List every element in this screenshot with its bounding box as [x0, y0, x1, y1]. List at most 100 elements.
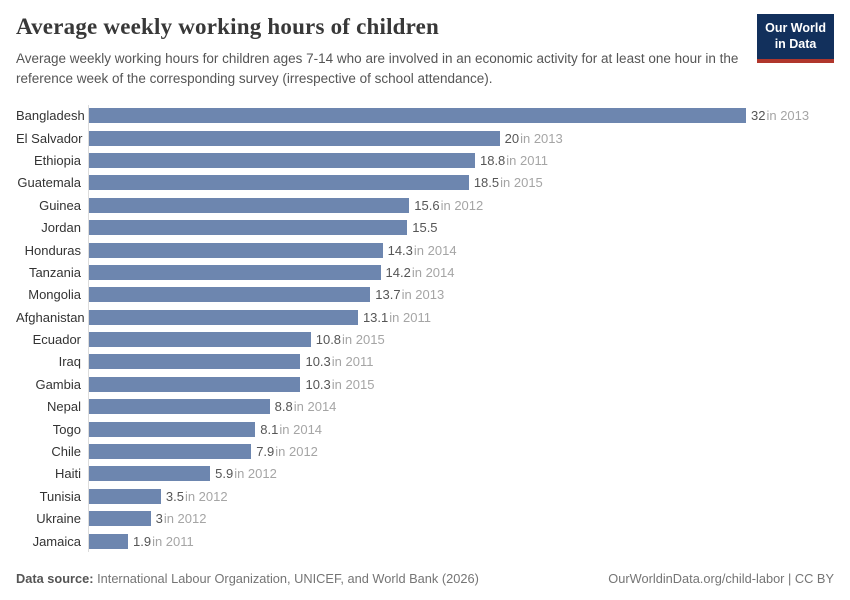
plot-area: 8.1in 2014 [88, 417, 834, 441]
bar-row: Tanzania 14.2in 2014 [16, 261, 834, 284]
year-label: in 2015 [342, 332, 385, 348]
year-label: in 2014 [293, 399, 337, 415]
plot-area: 32in 2013 [88, 104, 834, 127]
plot-area: 20in 2013 [88, 126, 834, 150]
bar[interactable] [89, 488, 161, 504]
bar[interactable] [89, 533, 128, 549]
bar-row: Honduras 14.3in 2014 [16, 238, 834, 262]
bar[interactable] [89, 264, 381, 280]
bar-row: Guinea 15.6in 2012 [16, 194, 834, 217]
bar-row: Iraq 10.3in 2011 [16, 350, 834, 374]
value-label: 1.9in 2011 [133, 533, 194, 549]
owid-link[interactable]: OurWorldinData.org/child-labor | CC BY [608, 571, 834, 586]
value-label: 8.8in 2014 [274, 399, 337, 415]
country-label: Nepal [47, 399, 81, 415]
country-label: Bangladesh [16, 108, 85, 124]
owid-logo[interactable]: Our World in Data [757, 14, 834, 63]
year-label: in 2013 [401, 287, 445, 303]
value-label: 10.3in 2011 [305, 354, 374, 370]
value-label: 7.9in 2012 [256, 444, 318, 460]
chart-header: Average weekly working hours of children… [0, 0, 850, 90]
value-label: 14.2in 2014 [385, 264, 455, 280]
country-label: Honduras [24, 242, 81, 258]
bar-row: Ecuador 10.8in 2015 [16, 328, 834, 351]
chart-footer: Data source: International Labour Organi… [16, 571, 834, 586]
header-text: Average weekly working hours of children… [16, 14, 757, 90]
country-label: Guatemala [17, 175, 81, 191]
value-label: 5.9in 2012 [215, 466, 277, 482]
bar-row: Tunisia 3.5in 2012 [16, 485, 834, 508]
bar-row: El Salvador 20in 2013 [16, 126, 834, 150]
bar[interactable] [89, 309, 358, 325]
country-label: Guinea [39, 197, 81, 213]
value-label: 10.3in 2015 [305, 376, 375, 392]
country-label: El Salvador [16, 130, 83, 146]
country-label: Tanzania [28, 264, 81, 280]
value-label: 10.8in 2015 [315, 332, 385, 348]
bar[interactable] [89, 108, 746, 124]
page-title: Average weekly working hours of children [16, 14, 440, 39]
bar[interactable] [89, 354, 301, 370]
bar[interactable] [89, 152, 475, 168]
bar-row: Jordan 15.5 [16, 216, 834, 239]
value-label: 14.3in 2014 [387, 242, 457, 258]
plot-area: 18.8in 2011 [88, 149, 834, 172]
bar[interactable] [89, 242, 383, 258]
year-label: in 2014 [411, 264, 455, 280]
bar[interactable] [89, 220, 408, 236]
plot-area: 13.1in 2011 [88, 306, 834, 329]
country-label: Togo [52, 421, 81, 437]
bar-row: Jamaica 1.9in 2011 [16, 529, 834, 553]
plot-area: 7.9in 2012 [88, 440, 834, 463]
chart-subtitle: Average weekly working hours for childre… [16, 51, 739, 87]
bar[interactable] [89, 444, 252, 460]
owid-logo-line2: in Data [774, 37, 817, 52]
bar[interactable] [89, 466, 211, 482]
plot-area: 10.3in 2015 [88, 373, 834, 396]
country-label: Ecuador [32, 332, 81, 348]
plot-area: 10.3in 2011 [88, 350, 834, 374]
plot-area: 14.2in 2014 [88, 261, 834, 284]
data-source-note: Data source: International Labour Organi… [16, 571, 479, 586]
bar[interactable] [89, 399, 270, 415]
plot-area: 10.8in 2015 [88, 328, 834, 351]
bar[interactable] [89, 332, 311, 348]
year-label: in 2013 [520, 130, 563, 146]
year-label: in 2015 [331, 376, 375, 392]
plot-area: 1.9in 2011 [88, 529, 834, 553]
value-label: 8.1in 2014 [260, 421, 323, 437]
country-label: Iraq [58, 354, 81, 370]
year-label: in 2014 [279, 421, 323, 437]
year-label: in 2012 [440, 197, 484, 213]
value-label: 15.5 [412, 220, 438, 236]
bar-row: Afghanistan 13.1in 2011 [16, 306, 834, 329]
year-label: in 2014 [413, 242, 457, 258]
value-label: 13.7in 2013 [375, 287, 445, 303]
value-label: 18.8in 2011 [479, 152, 548, 168]
plot-area: 3.5in 2012 [88, 485, 834, 508]
value-label: 3in 2012 [155, 511, 207, 527]
plot-area: 15.5 [88, 216, 834, 239]
bar[interactable] [89, 130, 500, 146]
bar[interactable] [89, 376, 301, 392]
bar-row: Bangladesh 32in 2013 [16, 104, 834, 127]
bar[interactable] [89, 421, 256, 437]
bar[interactable] [89, 197, 410, 213]
bar[interactable] [89, 175, 469, 191]
value-label: 15.6in 2012 [414, 197, 484, 213]
value-label: 3.5in 2012 [165, 488, 228, 504]
bar-row: Haiti 5.9in 2012 [16, 462, 834, 486]
bar[interactable] [89, 511, 151, 527]
country-label: Jamaica [32, 533, 81, 549]
year-label: in 2012 [163, 511, 207, 527]
bar[interactable] [89, 287, 371, 303]
bar-row: Nepal 8.8in 2014 [16, 395, 834, 418]
year-label: in 2012 [275, 444, 318, 460]
year-label: in 2012 [184, 488, 228, 504]
country-label: Chile [51, 444, 81, 460]
plot-area: 14.3in 2014 [88, 238, 834, 262]
owid-logo-line1: Our World [765, 21, 826, 35]
data-source-label: Data source: [16, 571, 94, 586]
plot-area: 15.6in 2012 [88, 194, 834, 217]
